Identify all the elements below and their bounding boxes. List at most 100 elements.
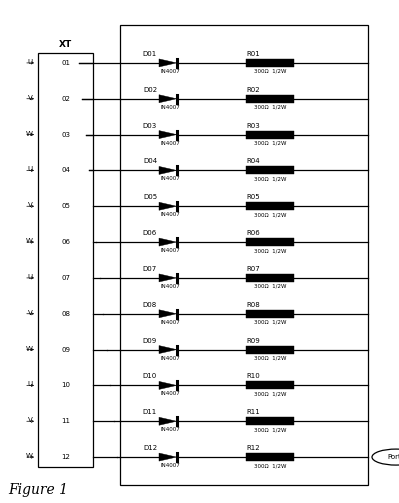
Text: V: V	[28, 202, 33, 208]
Polygon shape	[159, 202, 177, 210]
Text: R03: R03	[246, 123, 260, 129]
Bar	[38, 53, 93, 467]
Text: D02: D02	[143, 87, 157, 93]
Bar	[246, 59, 294, 67]
Text: IN4007: IN4007	[160, 248, 180, 253]
Polygon shape	[159, 274, 177, 282]
Text: 300Ω  1/2W: 300Ω 1/2W	[254, 105, 286, 110]
Text: V: V	[28, 417, 33, 423]
Text: D03: D03	[143, 123, 157, 129]
Text: IN4007: IN4007	[160, 212, 180, 217]
Text: D04: D04	[143, 158, 157, 164]
Text: IN4007: IN4007	[160, 105, 180, 110]
Text: D07: D07	[143, 266, 157, 272]
Text: R12: R12	[246, 445, 260, 451]
Text: 300Ω  1/2W: 300Ω 1/2W	[254, 177, 286, 182]
Text: 07: 07	[61, 275, 70, 281]
Text: U: U	[28, 166, 33, 173]
Bar	[246, 95, 294, 103]
Text: D06: D06	[143, 230, 157, 236]
Text: D09: D09	[143, 338, 157, 344]
Bar	[246, 381, 294, 389]
Text: V: V	[28, 310, 33, 316]
Bar	[246, 417, 294, 425]
Bar	[246, 131, 294, 139]
Text: 03: 03	[61, 132, 70, 138]
Text: 300Ω  1/2W: 300Ω 1/2W	[254, 140, 286, 145]
Polygon shape	[159, 453, 177, 461]
Polygon shape	[159, 95, 177, 103]
Polygon shape	[159, 238, 177, 246]
Text: XT: XT	[59, 40, 72, 49]
Text: IN4007: IN4007	[160, 284, 180, 289]
Text: W: W	[26, 346, 33, 352]
Text: 300Ω  1/2W: 300Ω 1/2W	[254, 427, 286, 432]
Text: U: U	[28, 59, 33, 65]
Text: R04: R04	[246, 158, 260, 164]
Text: D11: D11	[143, 409, 157, 415]
Text: IN4007: IN4007	[160, 140, 180, 145]
Text: IN4007: IN4007	[160, 69, 180, 74]
Bar	[246, 346, 294, 354]
Text: D05: D05	[143, 194, 157, 200]
Polygon shape	[159, 59, 177, 67]
Text: 10: 10	[61, 382, 70, 388]
Text: IN4007: IN4007	[160, 427, 180, 432]
Text: R02: R02	[246, 87, 260, 93]
Text: IN4007: IN4007	[160, 177, 180, 182]
Text: R07: R07	[246, 266, 260, 272]
Text: 300Ω  1/2W: 300Ω 1/2W	[254, 69, 286, 74]
Text: W: W	[26, 238, 33, 244]
Text: IN4007: IN4007	[160, 391, 180, 396]
Bar	[120, 25, 368, 485]
Polygon shape	[159, 166, 177, 175]
Text: 08: 08	[61, 311, 70, 317]
Text: W: W	[26, 131, 33, 137]
Text: D12: D12	[143, 445, 157, 451]
Polygon shape	[159, 131, 177, 139]
Text: 09: 09	[61, 347, 70, 353]
Text: 300Ω  1/2W: 300Ω 1/2W	[254, 391, 286, 396]
Text: 06: 06	[61, 239, 70, 245]
Polygon shape	[159, 346, 177, 354]
Bar	[246, 274, 294, 282]
Text: R11: R11	[246, 409, 260, 415]
Text: IN4007: IN4007	[160, 320, 180, 325]
Text: R10: R10	[246, 373, 260, 379]
Text: Figure 1: Figure 1	[8, 483, 68, 497]
Text: W: W	[26, 453, 33, 459]
Text: 300Ω  1/2W: 300Ω 1/2W	[254, 463, 286, 468]
Text: U: U	[28, 381, 33, 387]
Text: 300Ω  1/2W: 300Ω 1/2W	[254, 284, 286, 289]
Bar	[246, 202, 294, 210]
Text: D08: D08	[143, 302, 157, 308]
Text: 300Ω  1/2W: 300Ω 1/2W	[254, 248, 286, 253]
Text: R05: R05	[246, 194, 260, 200]
Polygon shape	[159, 417, 177, 425]
Text: 300Ω  1/2W: 300Ω 1/2W	[254, 320, 286, 325]
Text: 300Ω  1/2W: 300Ω 1/2W	[254, 212, 286, 217]
Text: R06: R06	[246, 230, 260, 236]
Text: D10: D10	[143, 373, 157, 379]
Text: V: V	[28, 95, 33, 101]
Text: 05: 05	[61, 203, 70, 209]
Text: IN4007: IN4007	[160, 356, 180, 361]
Text: Port1: Port1	[387, 454, 399, 460]
Text: 04: 04	[61, 167, 70, 174]
Text: U: U	[28, 274, 33, 280]
Polygon shape	[159, 310, 177, 318]
Text: 01: 01	[61, 60, 70, 66]
Text: R09: R09	[246, 338, 260, 344]
Bar	[246, 453, 294, 461]
Text: D01: D01	[143, 51, 157, 57]
Text: 11: 11	[61, 418, 70, 424]
Bar	[246, 166, 294, 175]
Polygon shape	[159, 381, 177, 389]
Bar	[246, 310, 294, 318]
Text: IN4007: IN4007	[160, 463, 180, 468]
Text: 02: 02	[61, 96, 70, 102]
Text: R08: R08	[246, 302, 260, 308]
Text: 300Ω  1/2W: 300Ω 1/2W	[254, 356, 286, 361]
Text: 12: 12	[61, 454, 70, 460]
Bar	[246, 238, 294, 246]
